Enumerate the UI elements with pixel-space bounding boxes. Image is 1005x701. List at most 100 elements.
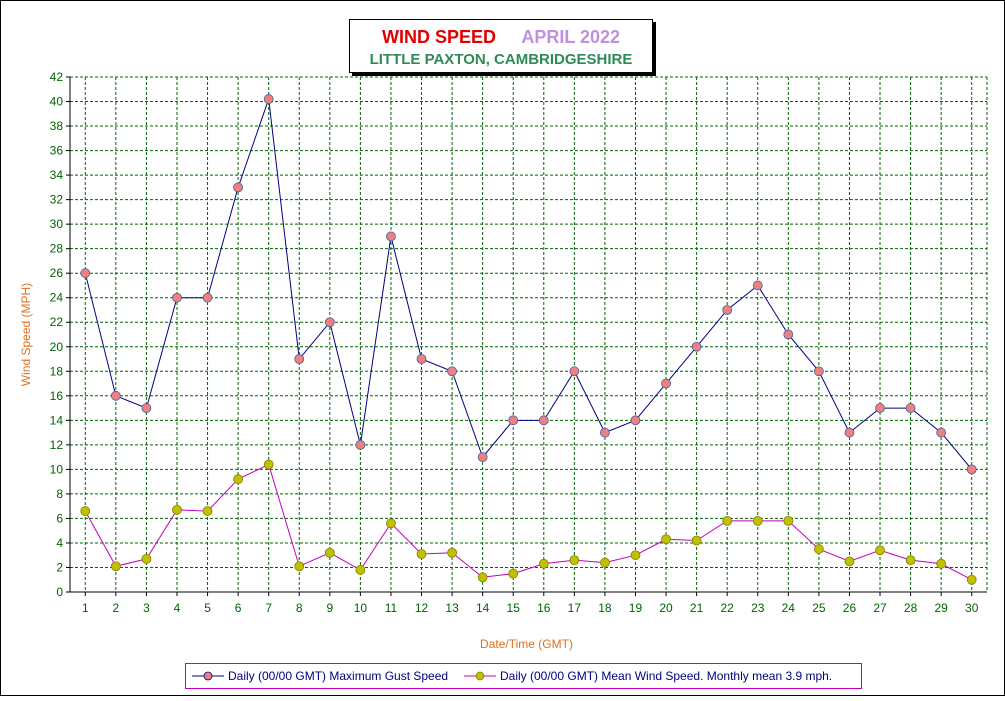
y-tick-label: 32 <box>50 193 64 207</box>
legend-gust-label: Daily (00/00 GMT) Maximum Gust Speed <box>228 669 449 683</box>
mean-point <box>538 558 549 569</box>
gust-point <box>600 427 610 438</box>
gust-point <box>141 403 152 413</box>
gust-point <box>110 390 121 401</box>
gust-point <box>661 378 671 389</box>
gust-point <box>263 94 274 104</box>
mean-series-line <box>84 463 972 581</box>
gust-point <box>813 366 824 377</box>
x-tick-label: 15 <box>507 601 521 615</box>
gust-point <box>691 341 702 352</box>
x-tick-label: 22 <box>721 601 735 615</box>
y-tick-label: 22 <box>50 315 64 329</box>
x-tick-label: 14 <box>476 601 490 615</box>
x-tick-label: 20 <box>659 601 673 615</box>
gust-point <box>324 317 335 328</box>
mean-point <box>172 504 182 515</box>
x-tick-label: 26 <box>843 601 857 615</box>
x-tick-label: 21 <box>690 601 704 615</box>
y-tick-label: 18 <box>50 364 64 378</box>
y-tick-label: 14 <box>50 413 64 427</box>
mean-point <box>141 553 152 564</box>
mean-point <box>233 474 244 485</box>
mean-point <box>630 550 641 561</box>
gust-point <box>875 403 885 413</box>
mean-point <box>447 547 457 558</box>
gust-point <box>477 452 488 463</box>
gust-point <box>386 231 396 242</box>
mean-point <box>294 561 305 572</box>
x-tick-label: 10 <box>354 601 368 615</box>
mean-point <box>386 518 396 529</box>
gust-point <box>936 427 947 438</box>
x-tick-label: 12 <box>415 601 429 615</box>
gust-point <box>538 415 549 426</box>
mean-point <box>202 506 213 516</box>
y-tick-label: 0 <box>56 585 63 599</box>
mean-point <box>661 534 671 545</box>
gust-point <box>783 329 794 340</box>
x-tick-label: 7 <box>265 601 272 615</box>
mean-point <box>966 574 977 585</box>
gust-point <box>447 366 457 377</box>
gust-point <box>905 403 916 413</box>
chart-title-box: WIND SPEED APRIL 2022 LITTLE PAXTON, CAM… <box>349 19 653 73</box>
legend-item-mean: Daily (00/00 GMT) Mean Wind Speed. Month… <box>464 664 832 688</box>
y-tick-label: 6 <box>56 511 63 525</box>
legend-mean-swatch <box>464 671 496 681</box>
gust-point <box>630 415 641 426</box>
gust-point <box>202 292 213 303</box>
x-tick-label: 17 <box>568 601 582 615</box>
y-tick-label: 26 <box>50 266 64 280</box>
mean-point <box>80 506 91 516</box>
mean-point <box>905 555 916 566</box>
mean-point <box>875 545 885 556</box>
y-tick-label: 36 <box>50 144 64 158</box>
gust-point <box>752 280 763 291</box>
y-tick-label: 20 <box>50 340 64 354</box>
mean-point <box>508 568 519 579</box>
y-tick-label: 2 <box>56 560 63 574</box>
mean-point <box>752 515 763 526</box>
chart-location: LITTLE PAXTON, CAMBRIDGESHIRE <box>369 51 633 68</box>
mean-point <box>783 515 794 526</box>
y-tick-label: 28 <box>50 242 64 256</box>
gust-point <box>508 415 519 426</box>
x-tick-label: 16 <box>537 601 551 615</box>
y-tick-label: 38 <box>50 119 64 133</box>
mean-point <box>722 515 733 526</box>
gust-point <box>416 354 427 364</box>
y-tick-label: 16 <box>50 389 64 403</box>
x-tick-label: 25 <box>812 601 826 615</box>
chart-legend: Daily (00/00 GMT) Maximum Gust Speed Dai… <box>185 663 862 689</box>
x-tick-label: 18 <box>598 601 612 615</box>
y-axis-label: Wind Speed (MPH) <box>19 283 33 386</box>
mean-point <box>569 555 580 566</box>
gust-point <box>233 182 244 193</box>
gust-point <box>80 268 91 279</box>
y-tick-label: 10 <box>50 462 64 476</box>
x-tick-label: 13 <box>445 601 459 615</box>
y-tick-label: 34 <box>50 168 64 182</box>
gust-point <box>722 305 733 315</box>
gust-point <box>355 439 366 450</box>
x-tick-label: 1 <box>82 601 89 615</box>
mean-point <box>263 459 274 470</box>
mean-point <box>477 572 488 583</box>
mean-point <box>324 547 335 558</box>
x-tick-label: 5 <box>204 601 211 615</box>
gust-series-line <box>84 98 973 470</box>
legend-mean-label: Daily (00/00 GMT) Mean Wind Speed. Month… <box>500 669 833 683</box>
legend-gust-swatch <box>192 671 224 681</box>
x-tick-label: 27 <box>873 601 887 615</box>
x-tick-label: 3 <box>143 601 150 615</box>
y-tick-label: 24 <box>50 291 64 305</box>
x-tick-label: 24 <box>782 601 796 615</box>
x-tick-label: 9 <box>326 601 333 615</box>
mean-point <box>936 558 947 569</box>
y-tick-label: 42 <box>50 70 64 84</box>
y-tick-label: 40 <box>50 95 64 109</box>
mean-point <box>355 565 366 575</box>
